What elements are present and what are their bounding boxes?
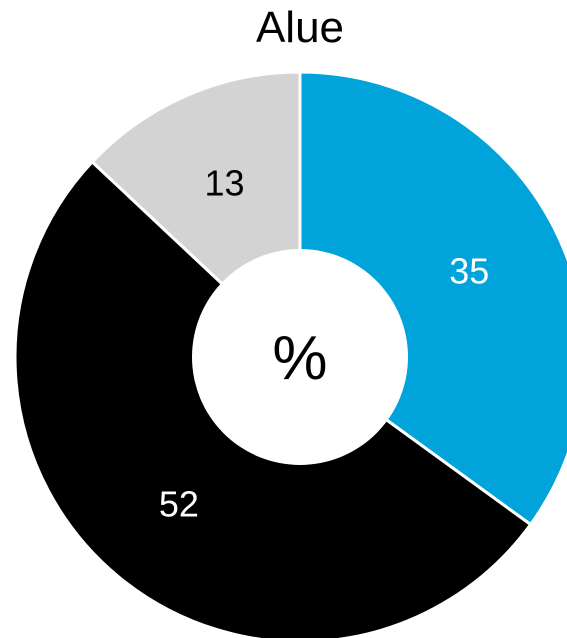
- donut-hole: [192, 249, 408, 465]
- slice-value-label: 13: [205, 163, 245, 204]
- slice-value-label: 52: [159, 483, 199, 524]
- slice-labels: 35 52 13: [159, 163, 489, 525]
- chart-title: Alue: [255, 3, 345, 52]
- pie-slice-35: [298, 70, 567, 527]
- center-label: %: [272, 324, 327, 393]
- slice-value-label: 35: [449, 251, 489, 292]
